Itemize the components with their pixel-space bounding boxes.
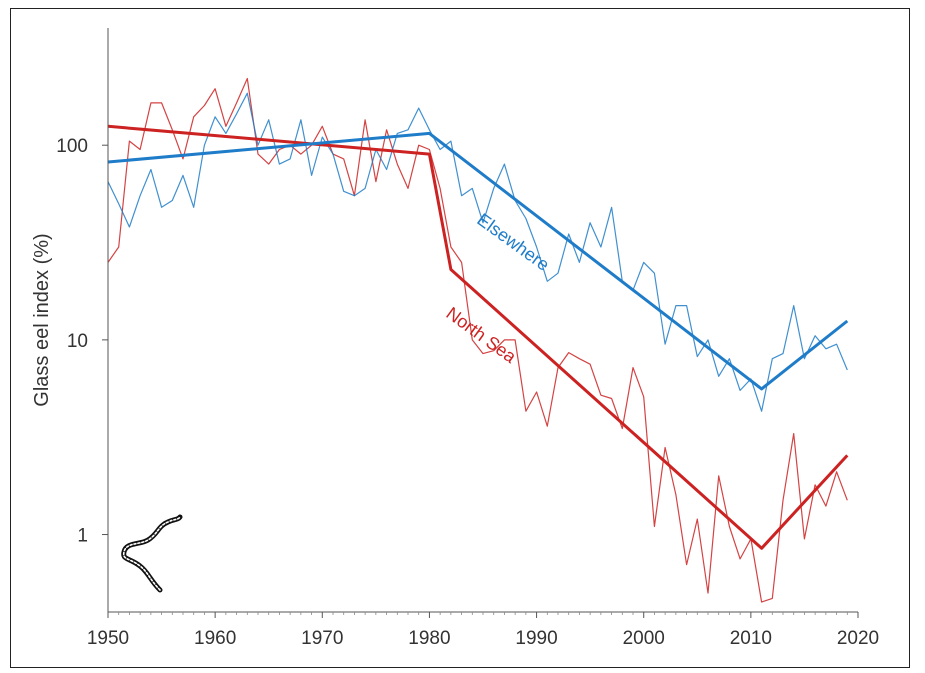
trend-line-north-sea	[107, 124, 849, 550]
x-tick-label-2010: 2010	[730, 628, 772, 649]
eel-illustration-icon	[121, 514, 183, 593]
x-tick-label-2020: 2020	[837, 628, 879, 649]
y-tick-label-10: 10	[67, 331, 88, 352]
x-tick-label-1990: 1990	[515, 628, 557, 649]
observed-series-layer	[107, 77, 848, 603]
y-axis-label: Glass eel index (%)	[31, 233, 53, 406]
x-tick-label-1970: 1970	[301, 628, 343, 649]
label-north-sea: North Sea	[443, 303, 521, 367]
x-tick-label-1980: 1980	[408, 628, 450, 649]
series-line-north-sea	[107, 77, 848, 603]
figure-frame	[10, 8, 910, 668]
ticks: 1950 1960 1970 1980 1990 2000 2010 2020 1 10 100	[56, 136, 879, 649]
x-tick-label-1960: 1960	[194, 628, 236, 649]
x-tick-label-2000: 2000	[623, 628, 665, 649]
series-line-elsewhere	[107, 92, 848, 412]
y-tick-label-100: 100	[56, 136, 88, 157]
trend-lines-layer	[107, 124, 849, 550]
y-tick-label-1: 1	[77, 526, 88, 547]
x-tick-label-1950: 1950	[87, 628, 129, 649]
trend-line-elsewhere	[107, 131, 849, 391]
axes	[107, 28, 858, 613]
